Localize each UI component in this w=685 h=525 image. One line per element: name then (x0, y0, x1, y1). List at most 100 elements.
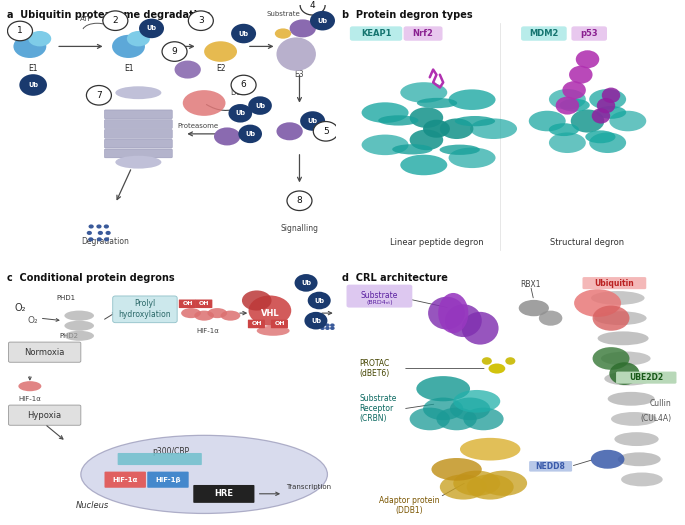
Text: PHD1: PHD1 (56, 295, 75, 300)
Text: Proteasome: Proteasome (178, 123, 219, 129)
Text: 1: 1 (17, 26, 23, 36)
Text: Ub: Ub (245, 131, 255, 137)
FancyBboxPatch shape (105, 110, 172, 119)
Ellipse shape (470, 119, 517, 139)
Text: Ub: Ub (147, 25, 156, 31)
Text: MDM2: MDM2 (530, 29, 558, 38)
FancyBboxPatch shape (105, 471, 146, 488)
Circle shape (188, 11, 213, 30)
Circle shape (162, 42, 187, 61)
Ellipse shape (556, 97, 579, 114)
Ellipse shape (416, 376, 470, 401)
Ellipse shape (594, 311, 647, 325)
Ellipse shape (175, 60, 201, 79)
Text: b  Protein degron types: b Protein degron types (342, 10, 473, 20)
Ellipse shape (597, 331, 649, 345)
FancyBboxPatch shape (105, 130, 172, 138)
Ellipse shape (64, 311, 94, 321)
Ellipse shape (589, 89, 626, 110)
Text: 8: 8 (297, 196, 302, 205)
FancyBboxPatch shape (571, 26, 607, 41)
Circle shape (98, 231, 103, 235)
FancyBboxPatch shape (118, 453, 202, 465)
Ellipse shape (440, 144, 480, 155)
Text: DUB: DUB (230, 88, 247, 97)
Text: 9: 9 (172, 47, 177, 56)
Text: Hypoxia: Hypoxia (27, 411, 62, 419)
Ellipse shape (614, 432, 659, 446)
Ellipse shape (249, 296, 291, 326)
Text: O₂: O₂ (28, 316, 38, 325)
FancyBboxPatch shape (271, 320, 288, 328)
Text: 3: 3 (198, 16, 203, 25)
Text: OH: OH (199, 301, 210, 306)
Text: OH: OH (251, 321, 262, 327)
Ellipse shape (602, 88, 620, 103)
Circle shape (320, 323, 325, 327)
Ellipse shape (589, 132, 626, 153)
FancyBboxPatch shape (8, 405, 81, 425)
Circle shape (308, 292, 331, 309)
Circle shape (320, 327, 325, 330)
Circle shape (330, 323, 335, 327)
Text: HRE: HRE (214, 489, 234, 498)
FancyBboxPatch shape (195, 299, 212, 308)
Text: Degradation: Degradation (82, 237, 129, 246)
Text: Ub: Ub (314, 298, 324, 303)
FancyBboxPatch shape (179, 299, 196, 308)
Text: Cullin: Cullin (649, 400, 671, 408)
Circle shape (88, 237, 93, 242)
Ellipse shape (14, 35, 47, 58)
Ellipse shape (204, 41, 237, 62)
Ellipse shape (195, 311, 214, 321)
Ellipse shape (450, 397, 490, 420)
Text: p53: p53 (580, 29, 598, 38)
Text: Adaptor protein: Adaptor protein (379, 496, 440, 505)
Text: Signalling: Signalling (280, 224, 319, 233)
Ellipse shape (417, 98, 457, 108)
Ellipse shape (378, 116, 419, 125)
Ellipse shape (574, 289, 621, 317)
Text: OH: OH (182, 301, 193, 306)
FancyBboxPatch shape (113, 296, 177, 323)
Ellipse shape (115, 86, 162, 99)
Ellipse shape (400, 82, 447, 103)
Ellipse shape (275, 28, 291, 39)
Ellipse shape (506, 357, 515, 365)
Ellipse shape (64, 321, 94, 331)
Ellipse shape (480, 470, 527, 496)
Ellipse shape (597, 98, 615, 113)
Ellipse shape (18, 381, 41, 391)
FancyBboxPatch shape (403, 26, 443, 41)
Ellipse shape (362, 134, 408, 155)
Circle shape (103, 11, 128, 30)
Circle shape (231, 24, 256, 44)
Ellipse shape (428, 297, 465, 330)
Ellipse shape (591, 291, 645, 305)
Ellipse shape (453, 470, 500, 496)
Text: 7: 7 (96, 91, 102, 100)
Text: PROTAC: PROTAC (359, 359, 390, 368)
Circle shape (139, 18, 164, 38)
Text: E2: E2 (216, 65, 225, 74)
Text: Prolyl
hydroxylation: Prolyl hydroxylation (119, 299, 171, 319)
Circle shape (88, 224, 94, 228)
Ellipse shape (445, 304, 482, 337)
Ellipse shape (410, 107, 443, 128)
Ellipse shape (64, 331, 94, 341)
Ellipse shape (593, 306, 630, 331)
Text: Ub: Ub (308, 118, 318, 124)
Text: Ub: Ub (311, 318, 321, 324)
Text: HIF-1α: HIF-1α (196, 328, 219, 334)
Text: ATP: ATP (79, 16, 92, 22)
Ellipse shape (440, 119, 473, 139)
Ellipse shape (569, 66, 593, 83)
Text: PHD2: PHD2 (60, 333, 79, 339)
Circle shape (238, 124, 262, 143)
Ellipse shape (621, 472, 662, 486)
Ellipse shape (112, 35, 145, 58)
Text: Nucleus: Nucleus (76, 501, 109, 510)
Text: KEAP1: KEAP1 (361, 29, 391, 38)
Ellipse shape (181, 308, 201, 318)
Ellipse shape (423, 397, 463, 420)
